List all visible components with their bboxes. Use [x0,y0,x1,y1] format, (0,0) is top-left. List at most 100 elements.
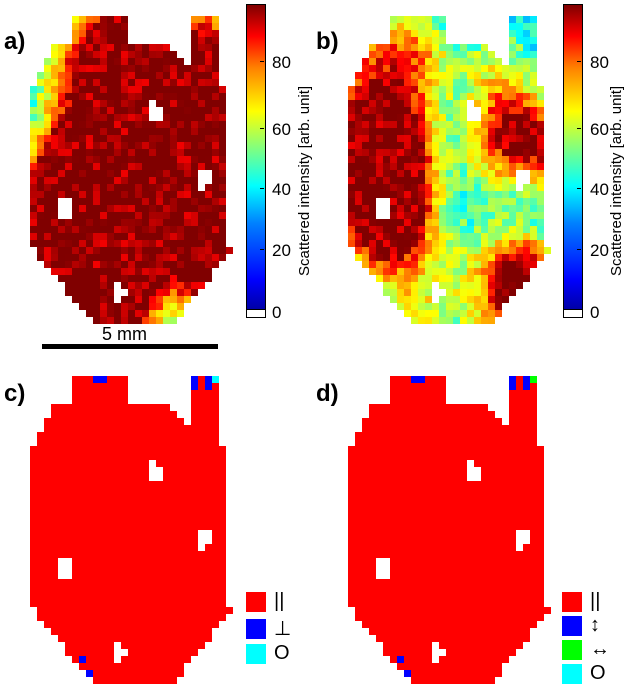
map-pixel [212,65,219,72]
map-pixel [177,65,184,72]
legend-c-label-perpendicular: ⊥ [274,618,292,640]
map-pixel [212,586,219,593]
map-pixel [488,198,495,205]
map-pixel [65,233,72,240]
map-pixel [474,100,481,107]
map-pixel [516,233,523,240]
map-pixel [509,551,516,558]
map-pixel [72,149,79,156]
map-pixel [544,607,551,614]
map-pixel [488,142,495,149]
map-pixel [51,233,58,240]
map-pixel [404,212,411,219]
map-pixel [65,44,72,51]
map-pixel [390,474,397,481]
map-pixel [163,149,170,156]
map-pixel [348,488,355,495]
map-pixel [51,516,58,523]
map-pixel [348,107,355,114]
map-pixel [523,58,530,65]
map-pixel [453,509,460,516]
map-pixel [495,247,502,254]
map-pixel [495,474,502,481]
map-pixel [516,128,523,135]
map-pixel [383,58,390,65]
map-pixel [128,439,135,446]
map-pixel [516,65,523,72]
map-pixel [198,212,205,219]
map-pixel [100,670,107,677]
map-pixel [474,65,481,72]
map-pixel [397,537,404,544]
map-pixel [30,565,37,572]
map-pixel [121,663,128,670]
map-pixel [453,240,460,247]
legend-d-item-vertical: ↕ [562,614,600,637]
map-pixel [425,481,432,488]
map-pixel [376,191,383,198]
map-pixel [51,226,58,233]
map-pixel [404,268,411,275]
map-pixel [397,446,404,453]
map-pixel [425,530,432,537]
map-pixel [58,579,65,586]
map-pixel [404,537,411,544]
map-pixel [516,58,523,65]
map-pixel [184,170,191,177]
map-pixel [453,121,460,128]
map-pixel [191,614,198,621]
map-pixel [191,135,198,142]
map-pixel [467,303,474,310]
map-pixel [481,439,488,446]
map-pixel [107,628,114,635]
map-pixel [537,212,544,219]
map-pixel [205,558,212,565]
map-pixel [516,114,523,121]
map-pixel [418,593,425,600]
map-pixel [453,261,460,268]
map-pixel [432,261,439,268]
map-pixel [58,58,65,65]
map-pixel [149,516,156,523]
map-pixel [121,390,128,397]
map-pixel [58,44,65,51]
map-pixel [191,65,198,72]
map-pixel [51,523,58,530]
map-pixel [502,537,509,544]
map-pixel [453,86,460,93]
map-pixel [362,530,369,537]
map-pixel [530,467,537,474]
map-pixel [390,268,397,275]
map-pixel [72,254,79,261]
map-pixel [488,72,495,79]
map-pixel [212,509,219,516]
map-pixel [397,453,404,460]
map-pixel [453,628,460,635]
map-pixel [369,509,376,516]
map-pixel [128,656,135,663]
map-pixel [425,205,432,212]
map-pixel [205,614,212,621]
map-pixel [488,586,495,593]
map-pixel [156,261,163,268]
map-pixel [72,268,79,275]
map-pixel [481,488,488,495]
map-pixel [37,212,44,219]
map-pixel [453,439,460,446]
map-pixel [439,303,446,310]
map-pixel [495,460,502,467]
map-pixel [219,600,226,607]
map-pixel [425,310,432,317]
map-pixel [44,58,51,65]
map-pixel [432,156,439,163]
map-pixel [79,635,86,642]
map-pixel [121,628,128,635]
map-pixel [495,65,502,72]
map-pixel [72,79,79,86]
map-pixel [404,44,411,51]
map-pixel [376,79,383,86]
map-pixel [93,642,100,649]
map-pixel [460,107,467,114]
map-pixel [191,495,198,502]
map-pixel [509,51,516,58]
